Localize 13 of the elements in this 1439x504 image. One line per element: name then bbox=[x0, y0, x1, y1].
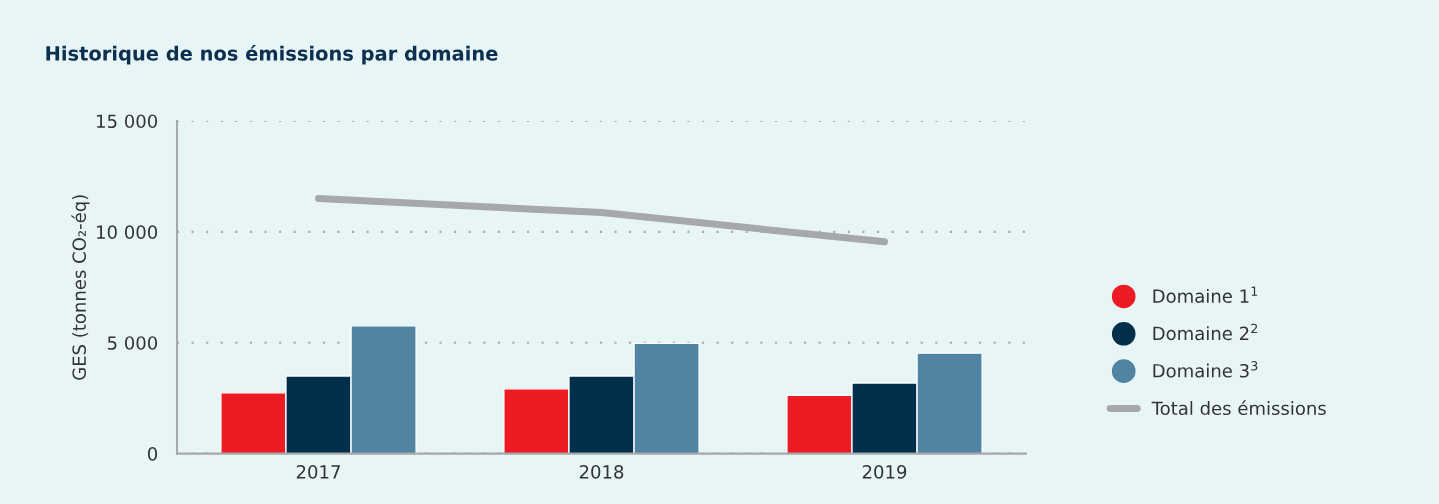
chart-title: Historique de nos émissions par domaine bbox=[46, 44, 498, 65]
legend-label: Domaine 1$^{1}$ bbox=[1153, 286, 1258, 303]
x-tick-label: 2018 bbox=[579, 465, 624, 479]
y-axis-title: GES (tonnes CO₂-éq) bbox=[71, 195, 90, 380]
y-tick-label: 10 000 bbox=[97, 225, 158, 239]
y-tick-label: 5 000 bbox=[107, 336, 158, 350]
legend-label: Total des émissions bbox=[1151, 400, 1326, 416]
x-tick-label: 2017 bbox=[296, 465, 340, 479]
y-tick-label: 15 000 bbox=[97, 114, 158, 129]
x-tick-label: 2019 bbox=[862, 465, 907, 479]
legend-label: Domaine 3$^{3}$ bbox=[1153, 361, 1258, 378]
legend-label: Domaine 2$^{2}$ bbox=[1153, 323, 1258, 341]
y-tick-label: 0 bbox=[147, 447, 158, 461]
